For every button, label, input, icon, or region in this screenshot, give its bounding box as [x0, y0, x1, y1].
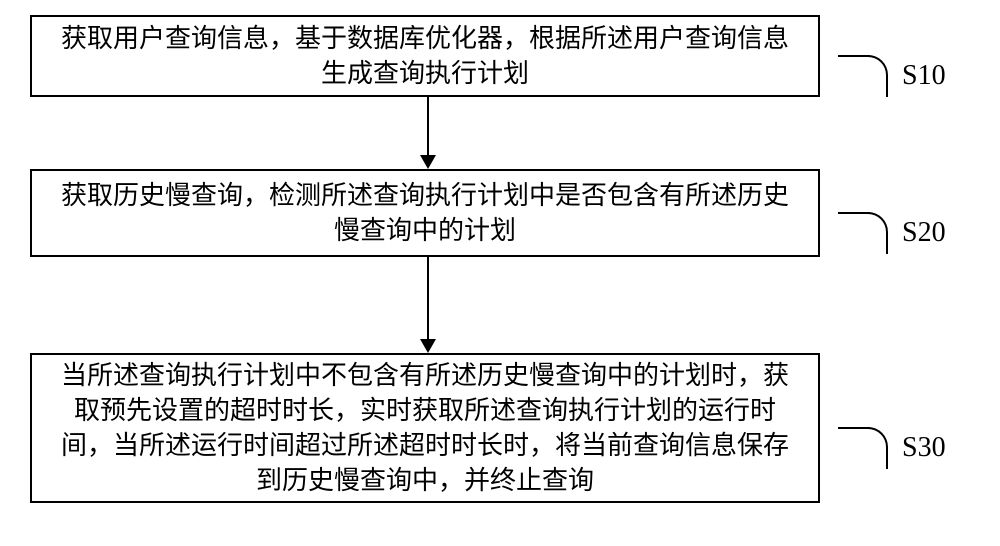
arrow-line-1 [427, 97, 429, 155]
connector-s20 [838, 172, 888, 254]
step-box-s30: 当所述查询执行计划中不包含有所述历史慢查询中的计划时，获取预先设置的超时时长，实… [30, 353, 820, 503]
step-text-s20: 获取历史慢查询，检测所述查询执行计划中是否包含有所述历史慢查询中的计划 [52, 178, 798, 248]
step-text-s30: 当所述查询执行计划中不包含有所述历史慢查询中的计划时，获取预先设置的超时时长，实… [52, 358, 798, 498]
step-label-s10: S10 [902, 60, 946, 92]
step-box-s10: 获取用户查询信息，基于数据库优化器，根据所述用户查询信息生成查询执行计划 [30, 15, 820, 97]
step-row-s10: 获取用户查询信息，基于数据库优化器，根据所述用户查询信息生成查询执行计划 S10 [0, 15, 1000, 97]
arrow-line-2 [427, 257, 429, 339]
connector-line-s20 [838, 212, 870, 214]
connector-curve-s10 [868, 55, 888, 97]
step-row-s20: 获取历史慢查询，检测所述查询执行计划中是否包含有所述历史慢查询中的计划 S20 [0, 169, 1000, 257]
step-label-s30: S30 [902, 432, 946, 464]
connector-line-s30 [838, 427, 870, 429]
step-text-s10: 获取用户查询信息，基于数据库优化器，根据所述用户查询信息生成查询执行计划 [52, 21, 798, 91]
arrow-s20-s30 [420, 257, 436, 353]
connector-curve-s30 [868, 427, 888, 469]
connector-curve-s20 [868, 212, 888, 254]
connector-line-s10 [838, 55, 870, 57]
step-box-s20: 获取历史慢查询，检测所述查询执行计划中是否包含有所述历史慢查询中的计划 [30, 169, 820, 257]
arrow-s10-s20 [420, 97, 436, 169]
arrow-head-1 [420, 155, 436, 169]
connector-s10 [838, 15, 888, 97]
step-label-s20: S20 [902, 217, 946, 249]
flowchart-container: 获取用户查询信息，基于数据库优化器，根据所述用户查询信息生成查询执行计划 S10… [0, 0, 1000, 546]
step-row-s30: 当所述查询执行计划中不包含有所述历史慢查询中的计划时，获取预先设置的超时时长，实… [0, 353, 1000, 503]
arrow-head-2 [420, 339, 436, 353]
connector-s30 [838, 387, 888, 469]
